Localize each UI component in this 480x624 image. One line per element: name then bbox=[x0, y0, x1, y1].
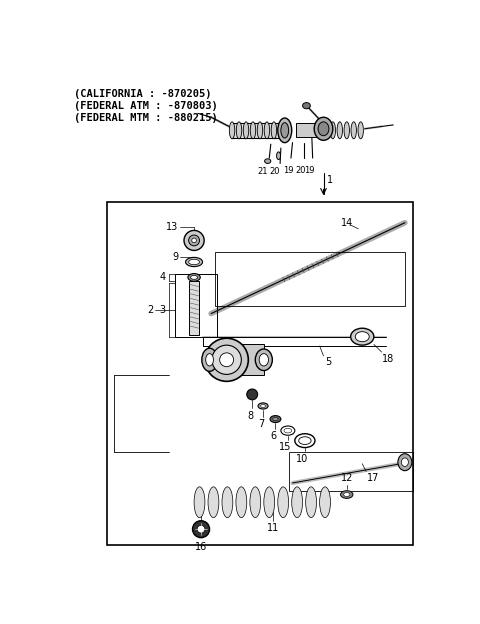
Text: 18: 18 bbox=[383, 354, 395, 364]
Text: 1: 1 bbox=[326, 175, 333, 185]
Ellipse shape bbox=[264, 487, 275, 518]
Ellipse shape bbox=[250, 487, 261, 518]
Text: 16: 16 bbox=[195, 542, 207, 552]
Ellipse shape bbox=[320, 487, 330, 518]
Text: 7: 7 bbox=[258, 419, 264, 429]
Ellipse shape bbox=[358, 122, 363, 139]
Text: 21: 21 bbox=[258, 167, 268, 176]
Circle shape bbox=[189, 235, 200, 246]
Text: 15: 15 bbox=[278, 442, 291, 452]
Ellipse shape bbox=[284, 428, 292, 433]
Text: 6: 6 bbox=[271, 431, 277, 441]
Ellipse shape bbox=[318, 122, 329, 135]
Text: 5: 5 bbox=[325, 358, 331, 368]
Ellipse shape bbox=[337, 122, 343, 139]
Ellipse shape bbox=[229, 122, 235, 139]
Text: (FEDERAL ATM : -870803): (FEDERAL ATM : -870803) bbox=[74, 101, 218, 111]
Ellipse shape bbox=[264, 122, 270, 139]
Ellipse shape bbox=[344, 122, 349, 139]
Bar bbox=[215, 252, 405, 306]
Circle shape bbox=[197, 525, 205, 533]
Ellipse shape bbox=[299, 437, 311, 444]
Ellipse shape bbox=[236, 487, 247, 518]
Text: (FEDERAL MTM : -880215): (FEDERAL MTM : -880215) bbox=[74, 114, 218, 124]
Bar bbox=[107, 202, 413, 545]
Text: 12: 12 bbox=[341, 473, 353, 483]
Circle shape bbox=[220, 353, 234, 367]
Ellipse shape bbox=[270, 416, 281, 422]
Ellipse shape bbox=[278, 487, 288, 518]
Ellipse shape bbox=[189, 260, 200, 265]
Text: 4: 4 bbox=[159, 273, 166, 283]
Ellipse shape bbox=[255, 349, 272, 371]
Ellipse shape bbox=[243, 122, 249, 139]
Text: 8: 8 bbox=[248, 411, 254, 421]
Bar bbox=[175, 273, 217, 337]
Text: 17: 17 bbox=[367, 473, 379, 483]
Text: 11: 11 bbox=[267, 523, 279, 533]
Ellipse shape bbox=[273, 417, 278, 421]
Text: 10: 10 bbox=[296, 454, 308, 464]
Ellipse shape bbox=[250, 122, 256, 139]
Ellipse shape bbox=[206, 354, 214, 366]
Ellipse shape bbox=[330, 122, 336, 139]
Ellipse shape bbox=[258, 403, 268, 409]
Ellipse shape bbox=[236, 122, 242, 139]
Ellipse shape bbox=[344, 492, 350, 497]
Ellipse shape bbox=[276, 152, 280, 160]
Circle shape bbox=[205, 338, 248, 381]
Ellipse shape bbox=[194, 487, 205, 518]
Ellipse shape bbox=[188, 273, 200, 281]
Circle shape bbox=[247, 389, 258, 400]
Text: 2: 2 bbox=[147, 305, 153, 314]
Ellipse shape bbox=[350, 328, 374, 345]
Ellipse shape bbox=[401, 458, 408, 466]
Ellipse shape bbox=[271, 122, 276, 139]
Bar bbox=[240, 344, 264, 375]
Ellipse shape bbox=[281, 426, 295, 436]
Text: 14: 14 bbox=[341, 218, 353, 228]
Ellipse shape bbox=[314, 117, 333, 140]
Bar bbox=[296, 124, 327, 137]
Ellipse shape bbox=[278, 118, 292, 143]
Ellipse shape bbox=[222, 487, 233, 518]
Circle shape bbox=[192, 520, 210, 538]
Ellipse shape bbox=[295, 434, 315, 447]
Ellipse shape bbox=[191, 275, 198, 280]
Ellipse shape bbox=[351, 122, 357, 139]
Ellipse shape bbox=[340, 490, 353, 499]
Ellipse shape bbox=[306, 487, 316, 518]
Ellipse shape bbox=[292, 487, 302, 518]
Circle shape bbox=[184, 230, 204, 250]
Text: 3: 3 bbox=[159, 305, 166, 314]
Ellipse shape bbox=[208, 487, 219, 518]
Text: 19: 19 bbox=[283, 166, 294, 175]
Ellipse shape bbox=[281, 123, 288, 138]
Text: 19: 19 bbox=[304, 166, 315, 175]
Ellipse shape bbox=[261, 404, 265, 407]
Ellipse shape bbox=[202, 348, 217, 371]
Ellipse shape bbox=[259, 354, 268, 366]
Ellipse shape bbox=[302, 102, 311, 109]
Bar bbox=[232, 123, 281, 138]
Ellipse shape bbox=[398, 454, 412, 470]
Text: 9: 9 bbox=[172, 252, 179, 262]
Text: 13: 13 bbox=[167, 222, 179, 232]
Ellipse shape bbox=[355, 332, 369, 342]
Text: 20: 20 bbox=[295, 166, 305, 175]
Bar bbox=[190, 281, 199, 335]
Circle shape bbox=[212, 345, 241, 374]
Text: (CALIFORNIA : -870205): (CALIFORNIA : -870205) bbox=[74, 89, 212, 99]
Ellipse shape bbox=[257, 122, 263, 139]
Text: 20: 20 bbox=[269, 167, 280, 176]
Bar bbox=[288, 452, 413, 490]
Ellipse shape bbox=[264, 159, 271, 163]
Ellipse shape bbox=[186, 257, 203, 266]
Circle shape bbox=[192, 238, 196, 243]
